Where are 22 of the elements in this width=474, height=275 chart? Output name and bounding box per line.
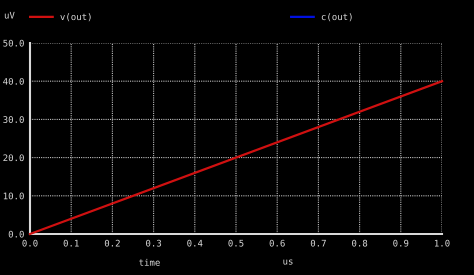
- x-tick-label: 0.7: [310, 240, 326, 247]
- x-tick-label: 0.8: [352, 240, 368, 247]
- x-tick-label: 0.4: [187, 240, 203, 247]
- legend-label: c(out): [322, 13, 352, 22]
- legend-label: v(out): [60, 13, 91, 22]
- y-tick-label: 30.0: [3, 116, 24, 123]
- y-tick-label: 40.0: [3, 78, 24, 85]
- x-tick-label: 0.6: [270, 240, 285, 247]
- x-tick-label: 0.5: [228, 240, 244, 247]
- x-tick-label: 0.3: [146, 240, 162, 247]
- x-tick-label: 1.0: [434, 240, 450, 247]
- y-tick-label: 50.0: [3, 40, 24, 47]
- y-tick-label: 0.0: [8, 230, 24, 238]
- y-tick-label: 20.0: [3, 154, 24, 162]
- y-tick-label: 10.0: [4, 192, 24, 200]
- text: us: [283, 259, 293, 265]
- x-tick-label: 0.0: [22, 240, 38, 247]
- x-axis-title: time: [139, 258, 160, 266]
- x-tick-label: 0.1: [64, 240, 79, 247]
- x-tick-label: 0.9: [393, 240, 408, 247]
- x-tick-label: 0.2: [104, 240, 120, 247]
- y-axis-title: uV: [4, 12, 15, 19]
